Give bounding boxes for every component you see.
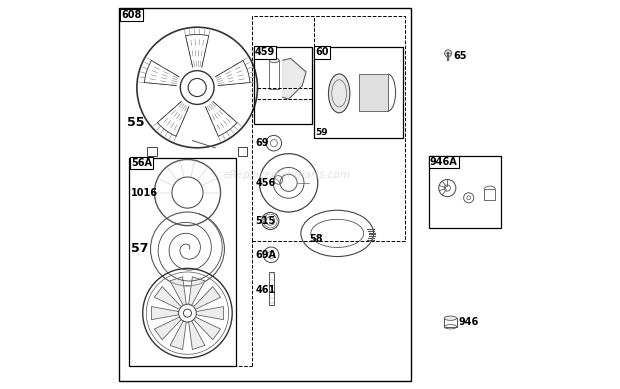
Polygon shape (170, 277, 186, 305)
Polygon shape (193, 317, 221, 340)
Bar (358, 74, 388, 111)
Bar (129, 158, 236, 366)
Text: 55: 55 (127, 116, 144, 129)
Polygon shape (151, 307, 179, 320)
Bar (484, 189, 495, 200)
Bar (444, 318, 457, 327)
Text: 58: 58 (309, 234, 322, 244)
Text: 1016: 1016 (131, 187, 158, 198)
Text: 459: 459 (255, 47, 275, 58)
Text: 946: 946 (459, 317, 479, 327)
Polygon shape (197, 307, 224, 320)
Text: 56A: 56A (131, 158, 152, 168)
Circle shape (445, 50, 451, 57)
Bar (269, 60, 279, 89)
Text: 69A: 69A (255, 250, 277, 260)
Ellipse shape (444, 316, 457, 321)
Text: 57: 57 (131, 242, 149, 256)
Polygon shape (188, 277, 205, 305)
Polygon shape (188, 321, 205, 349)
Polygon shape (154, 287, 181, 309)
Polygon shape (154, 317, 181, 340)
Polygon shape (283, 58, 306, 99)
Text: 608: 608 (122, 10, 142, 20)
Text: 456: 456 (255, 178, 276, 188)
Text: 515: 515 (255, 216, 276, 226)
Text: 946A: 946A (430, 157, 458, 167)
Bar (252, 16, 405, 241)
Bar (268, 272, 273, 305)
Bar (314, 47, 404, 138)
Polygon shape (170, 321, 186, 349)
Text: 69: 69 (255, 138, 269, 148)
Bar (428, 156, 500, 228)
Bar (254, 47, 312, 124)
Text: 65: 65 (453, 51, 467, 61)
Ellipse shape (329, 74, 350, 113)
Text: 60: 60 (316, 47, 329, 58)
Text: 461: 461 (255, 285, 276, 295)
Polygon shape (193, 287, 221, 309)
Text: eReplacementParts.com: eReplacementParts.com (223, 170, 350, 180)
Bar (120, 8, 411, 381)
Text: 59: 59 (316, 128, 328, 137)
Ellipse shape (269, 58, 279, 63)
